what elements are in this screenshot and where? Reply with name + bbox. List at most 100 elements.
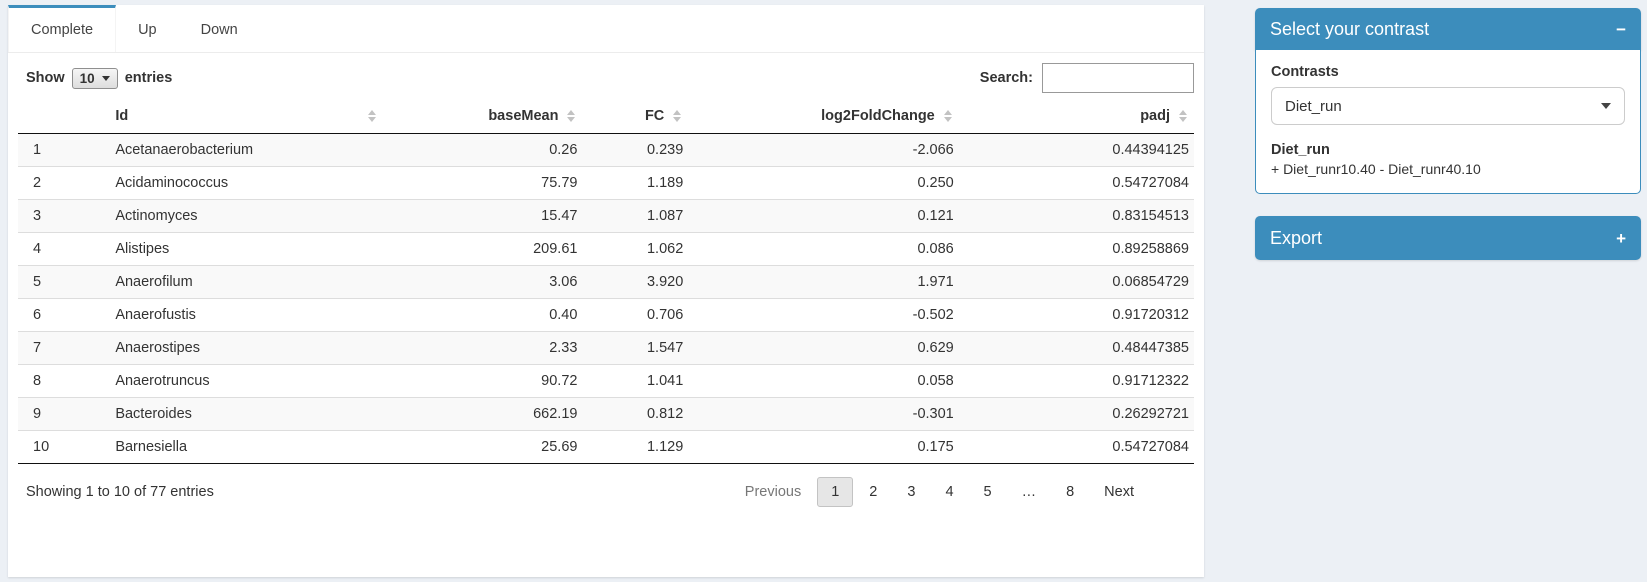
tab-bar: Complete Up Down [8,5,1204,53]
page-button-1[interactable]: 1 [817,477,854,507]
cell-FC: 0.239 [582,133,689,167]
cell-FC: 1.041 [582,364,689,398]
table-row[interactable]: 5 Anaerofilum 3.06 3.920 1.971 0.06854729 [18,265,1194,299]
cell-id: Bacteroides [100,397,383,431]
table-row[interactable]: 8 Anaerotruncus 90.72 1.041 0.058 0.91712322 [18,364,1194,398]
sort-asc-arrow [367,110,376,115]
cell-baseMean: 0.26 [382,133,583,167]
cell-padj: 0.44394125 [958,133,1194,167]
row-index-cell: 3 [18,199,101,233]
cell-padj: 0.91712322 [958,364,1194,398]
sort-desc-arrow [943,117,952,122]
page-length-control: Show 10 entries [18,67,173,89]
row-index-cell: 1 [18,133,101,167]
page-button-3[interactable]: 3 [907,484,916,500]
cell-padj: 0.26292721 [958,397,1194,431]
search-input[interactable] [1042,63,1194,93]
sort-asc-arrow [1179,110,1187,115]
row-index-cell: 10 [18,430,101,464]
cell-FC: 0.812 [582,397,689,431]
column-header-label: Id [115,108,129,124]
contrast-select[interactable]: Diet_run [1271,87,1625,125]
cell-baseMean: 662.19 [382,397,583,431]
column-header-padj[interactable]: padj [958,99,1194,134]
results-table: Id baseMean FC log2FoldChange padj 1 Acetanae… [18,99,1194,464]
sort-icon [673,110,682,122]
sort-icon [367,110,376,122]
export-panel-title: Export [1270,227,1323,248]
cell-id: Anaerofilum [100,265,383,299]
table-row[interactable]: 7 Anaerostipes 2.33 1.547 0.629 0.48447385 [18,331,1194,365]
cell-padj: 0.91720312 [958,298,1194,332]
expand-plus-icon[interactable]: + [1616,228,1626,248]
page-button-4[interactable]: 4 [945,484,954,500]
sort-asc-arrow [943,110,952,115]
column-header-label: FC [644,108,665,124]
cell-log2FoldChange: 0.629 [688,331,959,365]
sort-asc-arrow [673,110,682,115]
page-button-8[interactable]: 8 [1066,484,1075,500]
cell-log2FoldChange: -0.502 [688,298,959,332]
column-header-label: padj [1140,108,1170,124]
column-header-FC[interactable]: FC [582,99,689,134]
caret-down-icon [1601,103,1611,109]
cell-id: Anaerofustis [100,298,383,332]
cell-log2FoldChange: 0.121 [688,199,959,233]
show-label: Show [26,70,65,86]
cell-id: Anaerostipes [100,331,383,365]
cell-id: Barnesiella [100,430,383,464]
cell-padj: 0.06854729 [958,265,1194,299]
table-row[interactable]: 4 Alistipes 209.61 1.062 0.086 0.89258869 [18,232,1194,266]
table-row[interactable]: 6 Anaerofustis 0.40 0.706 -0.502 0.91720312 [18,298,1194,332]
tab-down[interactable]: Down [200,22,238,38]
search-control: Search: [980,63,1194,93]
search-label: Search: [979,70,1033,86]
next-button[interactable]: Next [1104,484,1134,500]
pagination: Previous 1 2 3 4 5 … 8 Next [729,477,1148,507]
page-button-5[interactable]: 5 [983,484,992,500]
cell-padj: 0.83154513 [958,199,1194,233]
cell-FC: 1.189 [582,166,689,200]
cell-log2FoldChange: -0.301 [688,397,959,431]
export-panel-header[interactable]: Export + [1255,216,1641,260]
table-info: Showing 1 to 10 of 77 entries [26,484,214,500]
row-index-cell: 7 [18,331,101,365]
cell-padj: 0.54727084 [958,166,1194,200]
sort-icon [1179,110,1187,122]
page-button-2[interactable]: 2 [869,484,878,500]
cell-padj: 0.89258869 [958,232,1194,266]
table-row[interactable]: 2 Acidaminococcus 75.79 1.189 0.250 0.5472708… [18,166,1194,200]
row-index-cell: 5 [18,265,101,299]
cell-FC: 0.706 [582,298,689,332]
cell-baseMean: 90.72 [382,364,583,398]
column-header-log2FoldChange[interactable]: log2FoldChange [688,99,959,134]
cell-log2FoldChange: 0.058 [688,364,959,398]
contrast-panel-header[interactable]: Select your contrast − [1255,8,1641,50]
collapse-minus-icon[interactable]: − [1616,19,1626,39]
entries-label: entries [124,70,173,86]
contrast-panel-title: Select your contrast [1270,18,1430,39]
row-index-column-header [18,99,101,134]
column-header-baseMean[interactable]: baseMean [382,99,583,134]
table-row[interactable]: 1 Acetanaerobacterium 0.26 0.239 -2.066 0.443… [18,133,1194,167]
export-panel: Export + [1255,216,1641,260]
table-row[interactable]: 10 Barnesiella 25.69 1.129 0.175 0.54727084 [18,430,1194,464]
sort-icon [943,110,952,122]
tab-complete[interactable]: Complete [8,5,117,52]
contrast-select-value: Diet_run [1285,97,1342,115]
datatable-wrapper: Show 10 entries Search: Id baseMean FC log2… [8,53,1204,507]
contrast-panel: Select your contrast − Contrasts Diet_ru… [1255,8,1641,194]
results-tabbox: Complete Up Down Show 10 entries Search: I… [8,5,1204,577]
table-body: 1 Acetanaerobacterium 0.26 0.239 -2.066 0.443… [18,133,1194,464]
previous-button[interactable]: Previous [744,484,802,500]
sort-desc-arrow [673,117,682,122]
tab-up[interactable]: Up [138,22,157,38]
row-index-cell: 8 [18,364,101,398]
table-row[interactable]: 3 Actinomyces 15.47 1.087 0.121 0.83154513 [18,199,1194,233]
cell-id: Acetanaerobacterium [100,133,383,167]
table-row[interactable]: 9 Bacteroides 662.19 0.812 -0.301 0.26292721 [18,397,1194,431]
table-header-row: Id baseMean FC log2FoldChange padj [18,99,1194,134]
page-length-select[interactable]: 10 [71,67,118,89]
column-header-id[interactable]: Id [100,99,383,134]
row-index-cell: 9 [18,397,101,431]
